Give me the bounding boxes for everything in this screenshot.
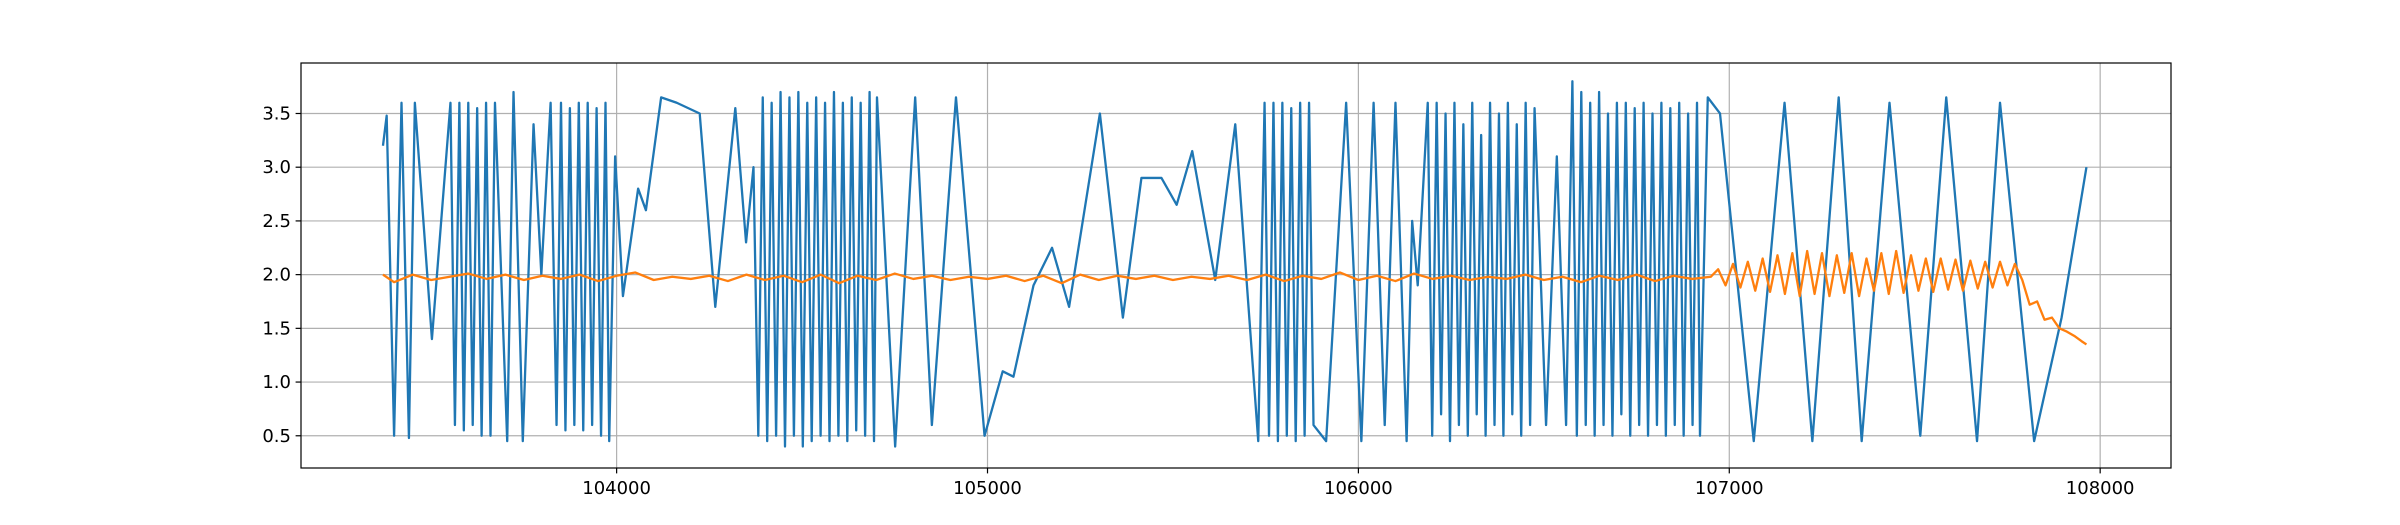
x-tick-label: 105000 [953,478,1022,499]
x-tick-label: 107000 [1695,478,1764,499]
y-tick-label: 2.0 [262,265,291,286]
line-series [381,80,2088,448]
y-tick-label: 3.5 [262,103,291,124]
x-tick-label: 108000 [2066,478,2135,499]
y-tick-label: 3.0 [262,157,291,178]
x-tick-label: 104000 [582,478,651,499]
y-tick-label: 2.5 [262,211,291,232]
y-tick-label: 0.5 [262,426,291,447]
y-tick-label: 1.0 [262,372,291,393]
plot-frame [300,62,2172,469]
x-tick-label: 106000 [1324,478,1393,499]
y-tick-label: 1.5 [262,318,291,339]
line-series [382,249,2088,346]
